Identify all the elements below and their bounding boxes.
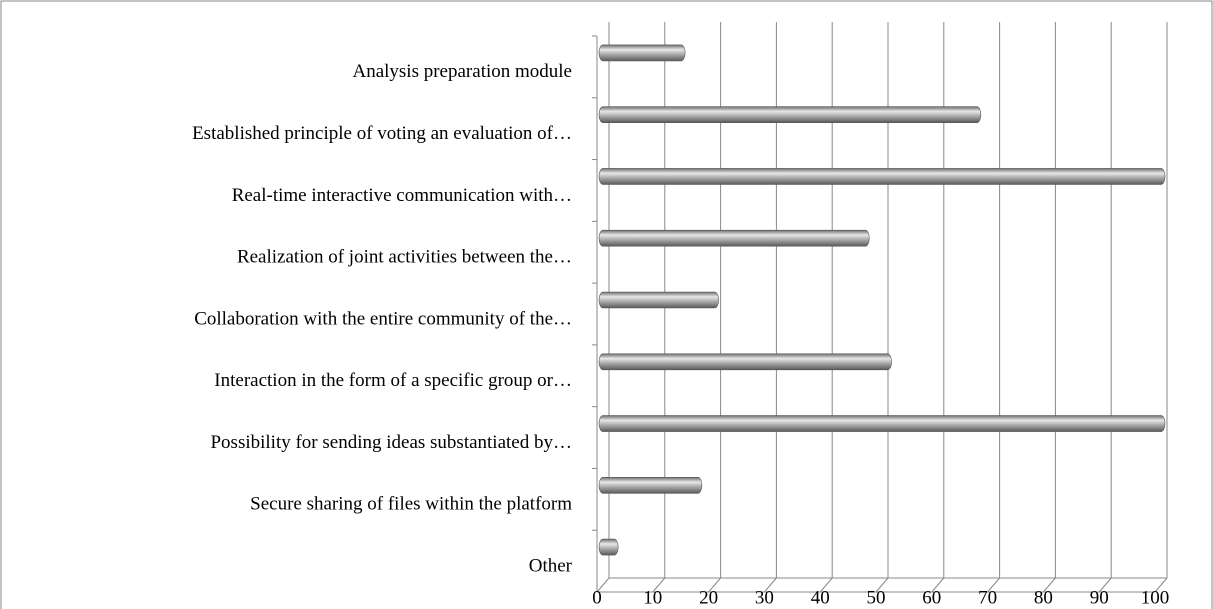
floor-grid-line bbox=[1154, 577, 1168, 593]
y-tick-label: Interaction in the form of a specific gr… bbox=[214, 370, 572, 391]
floor-grid-line bbox=[708, 577, 721, 593]
bar bbox=[598, 106, 982, 123]
bar bbox=[598, 168, 1166, 185]
x-tick-label: 40 bbox=[811, 587, 830, 608]
bar bbox=[598, 291, 719, 309]
x-tick-label: 30 bbox=[755, 587, 774, 608]
x-tick-label: 80 bbox=[1034, 587, 1053, 608]
y-tick-label: Collaboration with the entire community … bbox=[194, 308, 572, 329]
y-tick-label: Realization of joint activities between … bbox=[237, 247, 572, 268]
x-tick-label: 60 bbox=[922, 587, 941, 608]
floor-grid-line bbox=[596, 577, 610, 593]
x-tick-label: 70 bbox=[978, 587, 997, 608]
bar bbox=[598, 538, 619, 556]
y-tick-label: Analysis preparation module bbox=[352, 61, 572, 82]
y-tick-label: Real-time interactive communication with… bbox=[232, 185, 572, 206]
bar bbox=[598, 353, 892, 371]
floor-grid-line bbox=[931, 577, 945, 593]
x-tick-label: 50 bbox=[867, 587, 886, 608]
x-tick-label: 20 bbox=[699, 587, 718, 608]
bar bbox=[598, 44, 686, 62]
y-tick-label: Possibility for sending ideas substantia… bbox=[210, 432, 572, 453]
bar bbox=[598, 477, 703, 494]
x-tick-label: 10 bbox=[643, 587, 662, 608]
x-tick-label: 90 bbox=[1090, 587, 1109, 608]
y-tick-label: Established principle of voting an evalu… bbox=[192, 123, 572, 144]
floor-grid-line bbox=[1043, 577, 1056, 593]
y-tick-label: Secure sharing of files within the platf… bbox=[250, 494, 572, 515]
x-tick-label: 100 bbox=[1141, 587, 1170, 608]
floor-grid-line bbox=[875, 577, 889, 593]
floor-grid-line bbox=[1098, 577, 1112, 593]
x-tick-label: 0 bbox=[592, 587, 602, 608]
floor-grid-line bbox=[987, 577, 1000, 593]
bar bbox=[598, 229, 870, 247]
floor-grid-line bbox=[764, 577, 777, 593]
bar bbox=[598, 415, 1166, 432]
floor-grid-line bbox=[819, 577, 833, 593]
floor-grid-line bbox=[652, 577, 666, 593]
y-tick-label: Other bbox=[529, 555, 573, 576]
